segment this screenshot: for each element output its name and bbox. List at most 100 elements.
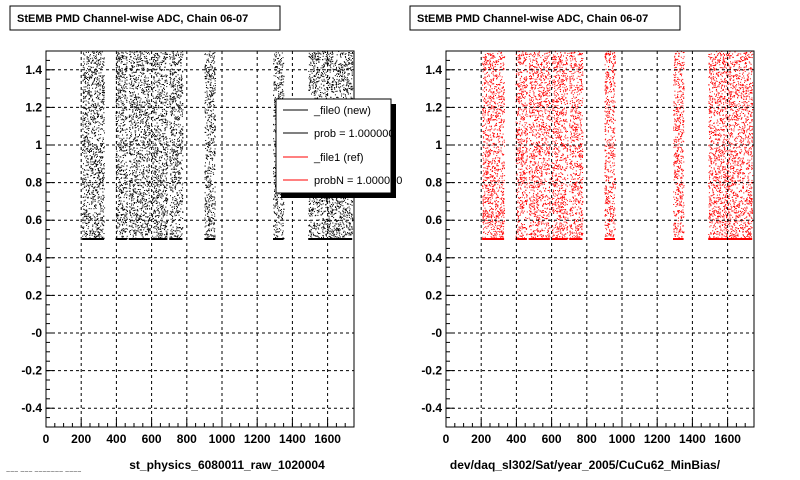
scatter-point: [95, 129, 97, 131]
scatter-point: [179, 96, 181, 98]
scatter-point: [207, 230, 209, 232]
scatter-point: [161, 64, 162, 66]
scatter-point: [145, 77, 147, 79]
scatter-point: [209, 195, 211, 197]
scatter-point: [138, 108, 140, 110]
scatter-point: [170, 125, 172, 127]
scatter-point: [159, 235, 161, 237]
scatter-point: [133, 138, 135, 140]
scatter-point: [124, 80, 126, 82]
scatter-point: [121, 150, 123, 152]
scatter-point: [90, 231, 92, 233]
scatter-point: [145, 137, 147, 139]
scatter-point: [137, 65, 139, 67]
scatter-point: [159, 237, 161, 238]
scatter-point: [214, 89, 216, 91]
scatter-point: [208, 141, 209, 143]
scatter-point: [181, 83, 183, 85]
scatter-point: [128, 152, 130, 154]
scatter-point: [102, 64, 104, 65]
scatter-point: [119, 184, 121, 186]
scatter-point: [149, 212, 151, 214]
scatter-point: [88, 80, 90, 82]
scatter-point: [205, 97, 207, 98]
scatter-point: [125, 51, 127, 53]
scatter-point: [173, 235, 175, 237]
scatter-point: [212, 203, 214, 205]
scatter-point: [177, 172, 179, 174]
scatter-point: [126, 70, 128, 72]
scatter-point: [137, 122, 139, 124]
scatter-point: [126, 218, 128, 220]
scatter-point: [156, 130, 158, 132]
scatter-point: [123, 187, 125, 188]
scatter-point: [181, 201, 183, 203]
scatter-point: [130, 132, 132, 134]
scatter-point: [125, 155, 127, 157]
scatter-point: [99, 148, 101, 150]
scatter-point: [139, 229, 141, 231]
scatter-point: [84, 199, 86, 201]
scatter-point: [92, 129, 94, 131]
scatter-point: [119, 95, 121, 97]
scatter-point: [88, 57, 90, 59]
scatter-point: [126, 203, 128, 205]
scatter-point: [148, 175, 150, 177]
scatter-point: [98, 80, 100, 82]
scatter-point: [131, 92, 133, 94]
scatter-point: [211, 78, 213, 80]
scatter-point: [157, 191, 159, 193]
scatter-point: [102, 76, 104, 77]
scatter-point: [169, 152, 171, 154]
scatter-point: [119, 150, 121, 152]
scatter-point: [117, 209, 119, 211]
scatter-point: [204, 78, 206, 80]
scatter-point: [103, 165, 105, 167]
scatter-point: [99, 151, 101, 153]
scatter-point: [99, 75, 101, 77]
scatter-point: [205, 200, 207, 202]
scatter-point: [96, 116, 98, 118]
scatter-point: [209, 223, 211, 225]
scatter-point: [204, 66, 206, 68]
scatter-point: [172, 180, 174, 182]
scatter-point: [169, 72, 171, 74]
scatter-point: [176, 69, 178, 71]
scatter-point: [165, 168, 167, 170]
scatter-point: [130, 68, 132, 70]
scatter-point: [214, 83, 216, 84]
scatter-point: [137, 117, 139, 119]
scatter-point: [82, 214, 84, 215]
scatter-point: [153, 183, 155, 185]
scatter-point: [122, 101, 124, 103]
scatter-point: [163, 115, 164, 117]
scatter-point: [96, 110, 98, 112]
scatter-point: [92, 183, 94, 185]
scatter-point: [139, 59, 141, 60]
scatter-point: [135, 171, 137, 173]
scatter-point: [156, 80, 158, 82]
scatter-point: [208, 188, 210, 190]
scatter-point: [169, 81, 171, 83]
scatter-point: [147, 154, 148, 156]
scatter-point: [130, 135, 131, 137]
scatter-point: [149, 153, 151, 155]
scatter-point: [120, 131, 121, 133]
scatter-point: [146, 115, 148, 117]
scatter-point: [96, 145, 98, 147]
scatter-point: [204, 171, 206, 173]
scatter-point: [180, 55, 182, 57]
scatter-point: [84, 216, 86, 217]
scatter-point: [137, 54, 139, 56]
scatter-point: [118, 200, 120, 202]
scatter-point: [172, 155, 174, 157]
scatter-point: [143, 211, 145, 213]
scatter-point: [84, 126, 86, 128]
scatter-point: [160, 230, 162, 232]
scatter-point: [98, 184, 100, 186]
scatter-point: [208, 70, 210, 72]
scatter-point: [172, 92, 174, 94]
scatter-point: [101, 170, 103, 172]
scatter-point: [131, 141, 133, 143]
scatter-point: [158, 195, 160, 197]
